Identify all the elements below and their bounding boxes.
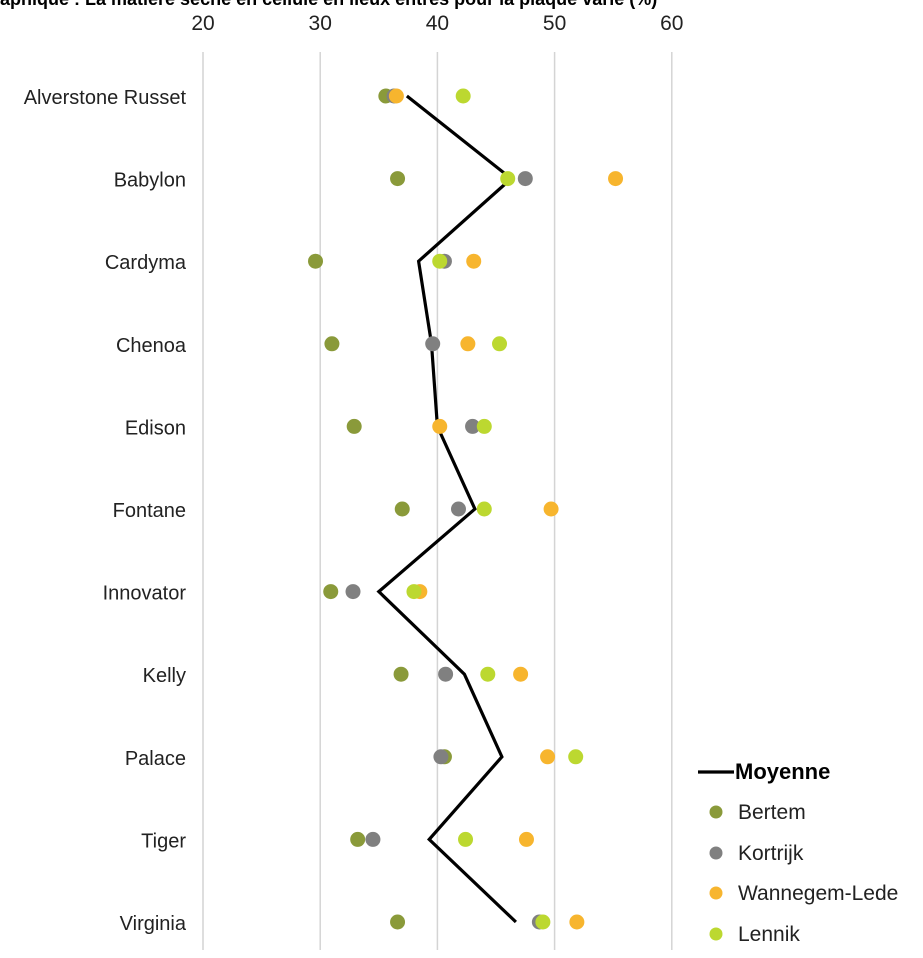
point-wannegem-lede-babylon [608,171,624,187]
point-kortrijk-palace [433,749,449,765]
category-label-cardyma: Cardyma [105,252,187,274]
point-bertem-babylon [390,171,406,187]
point-bertem-innovator [323,584,339,600]
point-kortrijk-chenoa [425,336,441,352]
point-wannegem-lede-virginia [569,914,585,930]
average-line-group [376,94,518,924]
category-labels: Alverstone Russet Babylon Cardyma Chenoa Edi… [24,87,187,935]
legend-marker-kortrijk [709,846,723,860]
point-bertem-virginia [390,914,406,930]
point-lennik-cardyma [432,253,448,269]
point-wannegem-lede-alverstone-russet [388,88,404,104]
point-bertem-kelly [393,666,409,682]
category-label-innovator: Innovator [103,583,187,605]
category-label-babylon: Babylon [114,170,186,192]
category-label-alverstone-russet: Alverstone Russet [24,87,187,109]
point-lennik-palace [568,749,584,765]
point-lennik-innovator [406,584,422,600]
x-tick-label: 60 [660,12,683,35]
point-kortrijk-babylon [517,171,533,187]
point-lennik-kelly [480,666,496,682]
legend-label-moyenne: Moyenne [735,759,830,784]
category-label-chenoa: Chenoa [116,335,187,357]
point-kortrijk-fontane [450,501,466,517]
legend-marker-lennik [709,927,723,941]
point-wannegem-lede-fontane [543,501,559,517]
legend: Moyenne Bertem Kortrijk Wannegem-Lede Lennik [698,759,898,946]
point-wannegem-lede-tiger [518,831,534,847]
point-wannegem-lede-palace [540,749,556,765]
point-wannegem-lede-chenoa [460,336,476,352]
point-wannegem-lede-kelly [513,666,529,682]
x-tick-label: 30 [309,12,332,35]
legend-label-kortrijk: Kortrijk [738,842,804,865]
average-line-moyenne [376,94,518,924]
data-points [308,88,624,930]
category-label-fontane: Fontane [113,500,186,522]
point-lennik-edison [476,418,492,434]
x-tick-label: 40 [426,12,449,35]
category-label-tiger: Tiger [141,830,186,852]
point-wannegem-lede-cardyma [466,253,482,269]
point-lennik-fontane [476,501,492,517]
point-lennik-alverstone-russet [455,88,471,104]
chart-title-fragment: aphique : La matière sèche en cellule en… [0,0,923,14]
point-kortrijk-kelly [438,666,454,682]
point-bertem-tiger [350,831,366,847]
point-bertem-fontane [394,501,410,517]
legend-label-bertem: Bertem [738,801,806,824]
x-tick-label: 20 [191,12,214,35]
legend-label-wannegem-lede: Wannegem-Lede [738,882,898,905]
category-label-kelly: Kelly [143,665,186,687]
point-lennik-tiger [458,831,474,847]
point-kortrijk-innovator [345,584,361,600]
point-bertem-cardyma [308,253,324,269]
x-axis-ticks: 20 30 40 50 60 [191,12,683,35]
point-kortrijk-tiger [365,831,381,847]
chart-title-text: aphique : La matière sèche en cellule en… [0,0,657,10]
point-kortrijk-edison [465,418,481,434]
legend-marker-bertem [709,805,723,819]
category-label-edison: Edison [125,417,186,439]
point-wannegem-lede-edison [432,418,448,434]
legend-marker-wannegem-lede [709,886,723,900]
point-lennik-babylon [500,171,516,187]
point-lennik-virginia [535,914,551,930]
point-bertem-edison [346,418,362,434]
point-bertem-chenoa [324,336,340,352]
x-tick-label: 50 [543,12,566,35]
category-label-palace: Palace [125,748,186,770]
category-label-virginia: Virginia [120,913,187,935]
legend-label-lennik: Lennik [738,923,800,946]
point-lennik-chenoa [492,336,508,352]
gridlines [202,52,673,950]
